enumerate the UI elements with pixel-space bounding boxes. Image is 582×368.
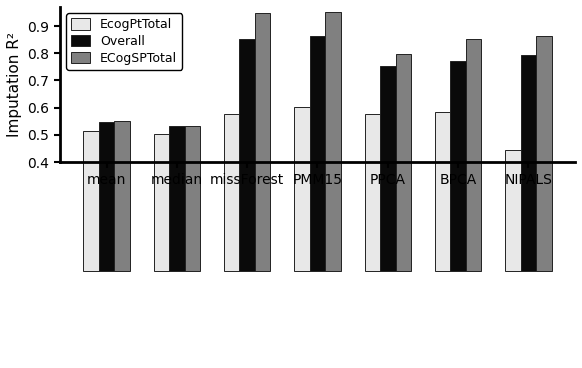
- Bar: [450, 61, 466, 271]
- Bar: [325, 13, 340, 271]
- Bar: [380, 66, 396, 271]
- Bar: [239, 39, 255, 271]
- Bar: [255, 13, 271, 271]
- Bar: [114, 121, 130, 271]
- Bar: [154, 134, 169, 271]
- Bar: [294, 107, 310, 271]
- Bar: [99, 122, 114, 271]
- Bar: [521, 56, 536, 271]
- Y-axis label: Imputation R²: Imputation R²: [7, 32, 22, 137]
- Bar: [364, 114, 380, 271]
- Bar: [435, 112, 450, 271]
- Bar: [505, 150, 521, 271]
- Bar: [169, 126, 184, 271]
- Bar: [396, 54, 411, 271]
- Bar: [466, 39, 481, 271]
- Legend: EcogPtTotal, Overall, ECogSPTotal: EcogPtTotal, Overall, ECogSPTotal: [66, 13, 182, 70]
- Bar: [83, 131, 99, 271]
- Bar: [184, 126, 200, 271]
- Bar: [536, 36, 552, 271]
- Bar: [310, 36, 325, 271]
- Bar: [224, 114, 239, 271]
